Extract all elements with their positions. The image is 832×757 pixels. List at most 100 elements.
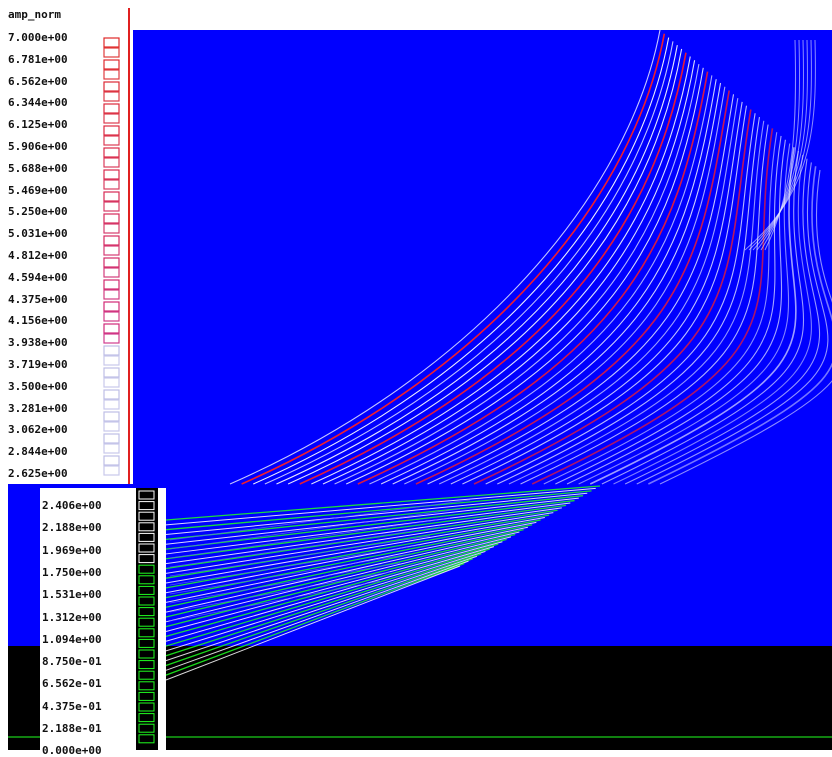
colorbar-swatch (138, 702, 155, 712)
wavefront-line (345, 67, 704, 485)
colorbar-swatch (103, 245, 120, 256)
colorbar-label: 2.188e+00 (42, 521, 102, 535)
colorbar-swatch (138, 522, 155, 532)
colorbar-swatch (103, 113, 120, 124)
colorbar-swatch (138, 564, 155, 574)
colorbar-swatch (138, 670, 155, 680)
upper-colorbar-boxes (103, 37, 120, 476)
wave-bundle-line (165, 553, 482, 657)
colorbar-swatch (103, 191, 120, 202)
colorbar-label: 2.406e+00 (42, 499, 102, 512)
wave-bundle-line (165, 538, 507, 628)
wavefront-line (648, 166, 832, 485)
wavefront-streak (748, 39, 812, 251)
wave-bundle-line (165, 521, 537, 594)
colorbar-swatch (103, 213, 120, 224)
wave-bundle-line (169, 571, 391, 613)
wavefront-streak (760, 39, 801, 251)
wavefront-line (427, 94, 735, 485)
wave-bundle-line (165, 550, 486, 652)
colorbar-swatch (138, 554, 155, 564)
colorbar-swatch (103, 201, 120, 212)
colorbar-swatch (103, 323, 120, 334)
wave-bundle-line (169, 580, 381, 622)
wavefront-line (497, 116, 761, 485)
colorbar-swatch (103, 125, 120, 136)
colorbar-swatch (103, 455, 120, 466)
colorbar-label: 5.250e+00 (8, 205, 68, 219)
colorbar-label: 4.375e+00 (8, 292, 68, 306)
colorbar-label: 1.969e+00 (42, 543, 102, 557)
colorbar-swatch (103, 411, 120, 422)
wave-bundle-line (169, 562, 401, 604)
colorbar-swatch (103, 135, 120, 146)
wave-bundle-line (165, 541, 503, 632)
colorbar-swatch (103, 421, 120, 432)
wavefront-streak (752, 39, 808, 251)
wavefront-line (473, 109, 752, 485)
colorbar-swatch (103, 169, 120, 180)
wavefront-line (311, 56, 691, 485)
colorbar-swatch (138, 681, 155, 691)
wave-bundle-line (169, 508, 461, 550)
colorbar-label: 3.938e+00 (8, 336, 68, 350)
colorbar-label: 6.781e+00 (8, 52, 68, 66)
wave-bundle-line (165, 548, 490, 647)
colorbar-swatch (103, 311, 120, 322)
wavefront-line (450, 101, 743, 485)
colorbar-label: 5.469e+00 (8, 183, 68, 197)
colorbar-label: 2.625e+00 (8, 467, 68, 480)
wave-bundle-line (169, 526, 441, 568)
wave-bundle-line (165, 529, 524, 608)
colorbar-swatch (103, 289, 120, 300)
colorbar-swatch (138, 501, 155, 511)
wavefront-line (299, 52, 687, 485)
wavefront-line (543, 132, 778, 485)
wavefront-line (462, 105, 748, 485)
upper-field (133, 30, 832, 485)
colorbar-swatch (138, 649, 155, 659)
colorbar-swatch (103, 301, 120, 312)
wavefront-line (636, 162, 829, 485)
wave-bundle-line (165, 502, 571, 555)
colorbar-swatch (138, 723, 155, 733)
wavefront-line (334, 63, 700, 485)
wave-bundle-line (165, 517, 545, 584)
colorbar-swatch (103, 37, 120, 48)
colorbar-label: 6.125e+00 (8, 118, 68, 132)
colorbar-label: 2.188e-01 (42, 722, 102, 735)
wave-bundle-line (165, 519, 541, 589)
wavefront-line (392, 82, 722, 485)
colorbar-swatch (103, 179, 120, 190)
wavefront-line (566, 139, 786, 485)
colorbar-label: 3.719e+00 (8, 358, 68, 371)
colorbar-swatch (103, 267, 120, 278)
colorbar-swatch (103, 157, 120, 168)
wave-bundle-line (169, 499, 471, 541)
wave-bundle-line (165, 495, 584, 541)
colorbar-swatch (103, 333, 120, 344)
wavefront-line (369, 75, 713, 485)
wavefront-line (438, 98, 739, 485)
wave-bundle-line (165, 560, 469, 671)
colorbar-label: 5.031e+00 (8, 227, 68, 241)
colorbar-swatch (103, 279, 120, 290)
wavefront-line (322, 60, 696, 485)
colorbar-label: 4.812e+00 (8, 249, 68, 262)
wavefront-line (264, 41, 674, 485)
lower-colorbar-boxes (138, 490, 155, 744)
wave-bundle-line (169, 553, 411, 595)
colorbar-label: 1.094e+00 (42, 632, 102, 646)
colorbar-label: 7.000e+00 (8, 31, 68, 44)
wave-bundle-line (165, 499, 575, 550)
colorbar-swatch (103, 465, 120, 476)
wavefront-line (415, 90, 730, 485)
colorbar-swatch (138, 734, 155, 744)
colorbar-title: amp_norm (8, 8, 61, 21)
wavefront-line (404, 86, 726, 485)
colorbar-swatch (138, 511, 155, 521)
colorbar-swatch (138, 713, 155, 723)
colorbar-swatch (103, 69, 120, 80)
